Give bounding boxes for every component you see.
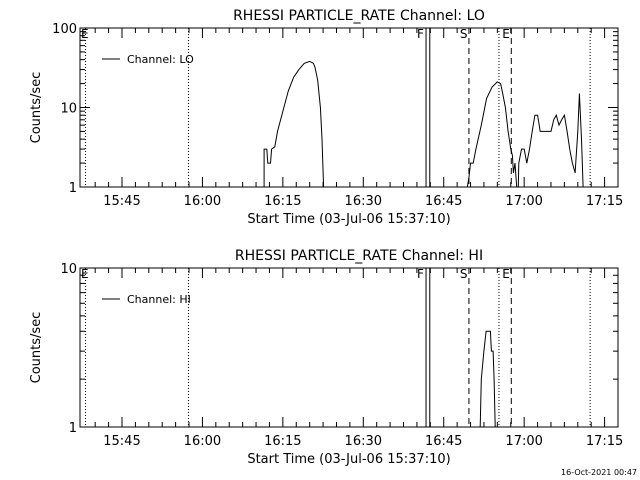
x-axis-label: Start Time (03-Jul-06 15:37:10) [247,212,450,227]
x-tick-label: 16:30 [345,194,382,209]
x-tick-label: 16:15 [264,434,301,449]
x-tick-label: 15:45 [103,434,140,449]
x-tick-label: 17:15 [586,434,623,449]
legend-label: Channel: LO [127,53,194,66]
series-line [479,330,496,428]
x-axis-label: Start Time (03-Jul-06 15:37:10) [247,452,450,467]
x-tick-label: 17:00 [505,434,542,449]
chart-title: RHESSI PARTICLE_RATE Channel: LO [233,8,485,24]
x-tick-label: 17:15 [586,194,623,209]
marker-label: S [460,267,468,281]
marker-label: E [502,267,510,281]
y-tick-label: 10 [60,262,77,277]
lo-channel-panel: RHESSI PARTICLE_RATE Channel: LO Start Ti… [29,8,623,227]
y-tick-label: 1 [69,181,77,196]
series-line [517,93,584,188]
y-axis-label: Counts/sec [29,72,44,144]
x-tick-label: 16:00 [184,194,221,209]
x-tick-label: 16:45 [425,194,462,209]
y-tick-label: 100 [52,22,77,37]
y-axis-label: Counts/sec [29,312,44,384]
hi-channel-panel: RHESSI PARTICLE_RATE Channel: HI Start Ti… [29,248,623,467]
x-tick-label: 16:00 [184,434,221,449]
y-tick-label: 10 [60,102,77,117]
x-tick-label: 16:30 [345,434,382,449]
x-tick-label: 16:45 [425,434,462,449]
footer-timestamp: 16-Oct-2021 00:47 [561,468,637,477]
marker-label: F [417,27,424,41]
marker-label: F [417,267,424,281]
marker-label: E [81,267,89,281]
x-tick-label: 17:00 [505,194,542,209]
plot-frame [79,267,619,428]
plot-frame [79,27,619,188]
marker-label: E [502,27,510,41]
marker-label: S [460,27,468,41]
marker-label: E [81,27,89,41]
x-tick-label: 15:45 [103,194,140,209]
legend-label: Channel: HI [127,293,191,306]
series-line [263,60,325,188]
series-line [466,81,518,188]
x-tick-label: 16:15 [264,194,301,209]
chart-title: RHESSI PARTICLE_RATE Channel: HI [235,248,483,264]
y-tick-label: 1 [69,421,77,436]
